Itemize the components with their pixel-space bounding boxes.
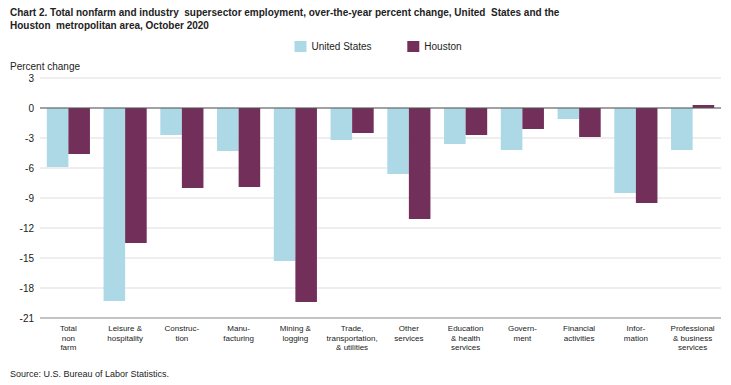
bar — [522, 108, 544, 129]
legend-item: United States — [295, 41, 372, 52]
bar — [182, 108, 204, 188]
x-tick-label-line: tion — [175, 334, 188, 343]
x-tick-label-line: Financial — [563, 324, 595, 333]
x-tick-label-line: Leisure & — [108, 324, 142, 333]
y-axis-label: Percent change — [10, 61, 80, 72]
title-line: Houston metropolitan area, October 2020 — [10, 20, 209, 31]
grid-line — [40, 258, 721, 259]
y-tick-label: -6 — [25, 163, 34, 174]
x-tick-label-line: Other — [399, 324, 419, 333]
x-tick-label: Financialactivities — [563, 324, 595, 343]
x-tick-label: Professional& businessservices — [671, 324, 715, 352]
x-tick-label: Govern-ment — [508, 324, 537, 343]
x-tick-label-line: logging — [282, 334, 308, 343]
legend-label: United States — [312, 41, 372, 52]
title-line: Chart 2. Total nonfarm and industry supe… — [10, 7, 560, 18]
bars — [47, 105, 714, 302]
x-tick-label-line: services — [451, 343, 480, 352]
y-axis: 3 0 -3 -6 -9 -12 -15 -18 -21 — [20, 73, 35, 324]
x-tick-label-line: Govern- — [508, 324, 537, 333]
y-tick-label: -9 — [25, 193, 34, 204]
chart: Chart 2. Total nonfarm and industry supe… — [0, 0, 731, 385]
bar — [68, 108, 90, 154]
y-tick-label: -15 — [20, 253, 35, 264]
bar — [217, 108, 239, 151]
x-tick-label-line: services — [678, 343, 707, 352]
x-tick-label-line: Construc- — [165, 324, 200, 333]
legend: United States Houston — [295, 41, 462, 52]
y-tick-label: -12 — [20, 223, 35, 234]
bar — [160, 108, 182, 135]
bar — [558, 108, 580, 119]
legend-label: Houston — [424, 41, 461, 52]
x-axis: Totalnonfarm Leisure &hospitality Construc… — [60, 324, 715, 352]
bar — [295, 108, 317, 302]
bar — [47, 108, 69, 167]
bar — [352, 108, 374, 133]
x-tick-label-line: activities — [564, 334, 595, 343]
y-tick-label: -18 — [20, 283, 35, 294]
legend-swatch — [407, 41, 419, 52]
zero-line — [40, 108, 721, 109]
x-tick-label: Education& healthservices — [448, 324, 484, 352]
x-tick-label: Manu-facturing — [223, 324, 254, 343]
x-axis-line — [40, 318, 721, 319]
x-tick-label-line: ment — [513, 334, 532, 343]
x-tick-label-line: Mining & — [280, 324, 312, 333]
x-tick-label-line: hospitality — [107, 334, 143, 343]
x-tick-label-line: Education — [448, 324, 484, 333]
title: Chart 2. Total nonfarm and industry supe… — [10, 7, 560, 31]
x-tick-label: Leisure &hospitality — [107, 324, 143, 343]
x-tick-label-line: farm — [60, 343, 76, 352]
legend-swatch — [295, 41, 307, 52]
x-tick-label: Totalnonfarm — [60, 324, 77, 352]
bar — [387, 108, 409, 174]
x-tick-label: Construc-tion — [165, 324, 200, 343]
x-tick-label-line: Manu- — [227, 324, 250, 333]
y-tick-label: 3 — [28, 73, 34, 84]
x-tick-label-line: mation — [624, 334, 648, 343]
grid — [40, 78, 721, 318]
source: Source: U.S. Bureau of Labor Statistics. — [10, 369, 169, 379]
x-tick-label-line: & health — [451, 334, 480, 343]
bar — [636, 108, 658, 203]
bar — [444, 108, 466, 144]
legend-item: Houston — [407, 41, 461, 52]
bar — [331, 108, 353, 140]
grid-line — [40, 318, 721, 319]
bar — [409, 108, 431, 219]
bar — [671, 108, 693, 150]
bar — [614, 108, 636, 193]
x-tick-label-line: Professional — [671, 324, 715, 333]
x-tick-label: Infor-mation — [624, 324, 648, 343]
x-tick-label-line: facturing — [223, 334, 254, 343]
x-tick-label-line: non — [62, 334, 75, 343]
y-tick-label: -21 — [20, 313, 35, 324]
x-tick-label-line: Infor- — [627, 324, 646, 333]
y-tick-label: -3 — [25, 133, 34, 144]
grid-line — [40, 78, 721, 79]
bar — [501, 108, 523, 150]
bar — [125, 108, 147, 243]
x-tick-label-line: Total — [60, 324, 77, 333]
bar — [104, 108, 126, 301]
bar — [466, 108, 488, 135]
bar — [239, 108, 261, 187]
grid-line — [40, 288, 721, 289]
grid-line — [40, 108, 721, 109]
x-tick-label: Mining &logging — [280, 324, 312, 343]
x-tick-label-line: & business — [673, 334, 712, 343]
x-tick-label-line: Trade, — [341, 324, 364, 333]
y-tick-label: 0 — [28, 103, 34, 114]
x-tick-label-line: transportation, — [327, 334, 378, 343]
x-tick-label-line: & utilities — [336, 343, 368, 352]
bar — [274, 108, 296, 261]
x-tick-label: Otherservices — [394, 324, 423, 343]
x-tick-label-line: services — [394, 334, 423, 343]
bar — [579, 108, 601, 137]
x-tick-label: Trade,transportation,& utilities — [327, 324, 378, 352]
